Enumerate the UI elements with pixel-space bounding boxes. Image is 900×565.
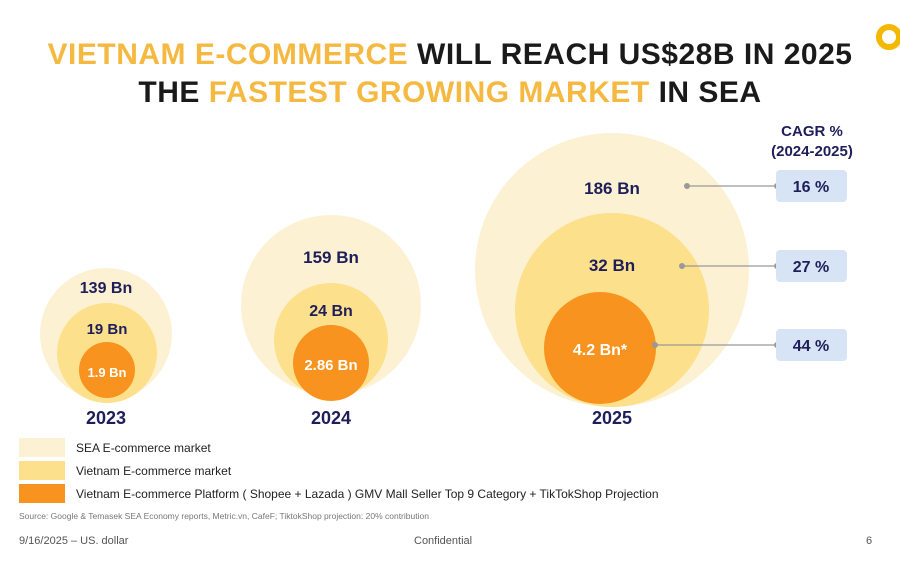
title-highlight: FASTEST GROWING MARKET xyxy=(208,76,650,109)
cagr-value-vietnam: 27 % xyxy=(793,259,829,276)
year-label-2025: 2025 xyxy=(592,408,632,428)
bubble-label-sea-2024: 159 Bn xyxy=(303,248,359,267)
legend-swatch-sea xyxy=(19,438,65,457)
bubble-label-vietnam-2025: 32 Bn xyxy=(589,256,635,275)
legend-label-sea: SEA E-commerce market xyxy=(76,441,211,455)
cagr-box-sea xyxy=(776,170,847,202)
legend-swatch-platform xyxy=(19,484,65,503)
title-line-2: THE FASTEST GROWING MARKET IN SEA xyxy=(0,76,900,110)
cagr-value-sea: 16 % xyxy=(793,179,829,196)
year-label-2024: 2024 xyxy=(311,408,351,428)
cagr-value-platform: 44 % xyxy=(793,338,829,355)
connector-dot xyxy=(652,342,658,348)
bubble-label-sea-2023: 139 Bn xyxy=(80,280,132,297)
cagr-box-platform xyxy=(776,329,847,361)
footer-date: 9/16/2025 – US. dollar xyxy=(19,535,129,547)
bubble-platform-2025 xyxy=(544,292,656,404)
page-number: 6 xyxy=(866,535,873,547)
title-highlight: VIETNAM E-COMMERCE xyxy=(47,38,409,71)
cagr-period: (2024-2025) xyxy=(771,143,853,160)
legend-label-platform: Vietnam E-commerce Platform ( Shopee + L… xyxy=(76,487,659,501)
bubble-platform-2023 xyxy=(79,342,135,398)
bubble-label-platform-2025: 4.2 Bn* xyxy=(573,342,628,359)
connector-dot xyxy=(684,183,690,189)
legend-swatch-vietnam xyxy=(19,461,65,480)
title-text: IN SEA xyxy=(649,76,762,109)
connector-dot xyxy=(679,263,685,269)
title-line-1: VIETNAM E-COMMERCE WILL REACH US$28B IN … xyxy=(0,38,900,72)
footer-confidential: Confidential xyxy=(414,535,473,547)
title-text: THE xyxy=(138,76,209,109)
bubble-label-platform-2023: 1.9 Bn xyxy=(87,365,126,380)
cagr-header: CAGR % xyxy=(781,123,843,140)
title-text: WILL REACH US$28B IN 2025 xyxy=(408,38,853,71)
year-label-2023: 2023 xyxy=(86,408,126,428)
cagr-box-vietnam xyxy=(776,250,847,282)
brand-logo-icon xyxy=(876,24,900,50)
bubble-label-platform-2024: 2.86 Bn xyxy=(304,357,357,374)
bubble-label-vietnam-2024: 24 Bn xyxy=(309,303,353,320)
bubble-label-sea-2025: 186 Bn xyxy=(584,179,640,198)
legend-label-vietnam: Vietnam E-commerce market xyxy=(76,464,232,478)
bubble-label-vietnam-2023: 19 Bn xyxy=(87,321,128,338)
source-note: Source: Google & Temasek SEA Economy rep… xyxy=(19,511,429,521)
bubble-platform-2024 xyxy=(293,325,369,401)
